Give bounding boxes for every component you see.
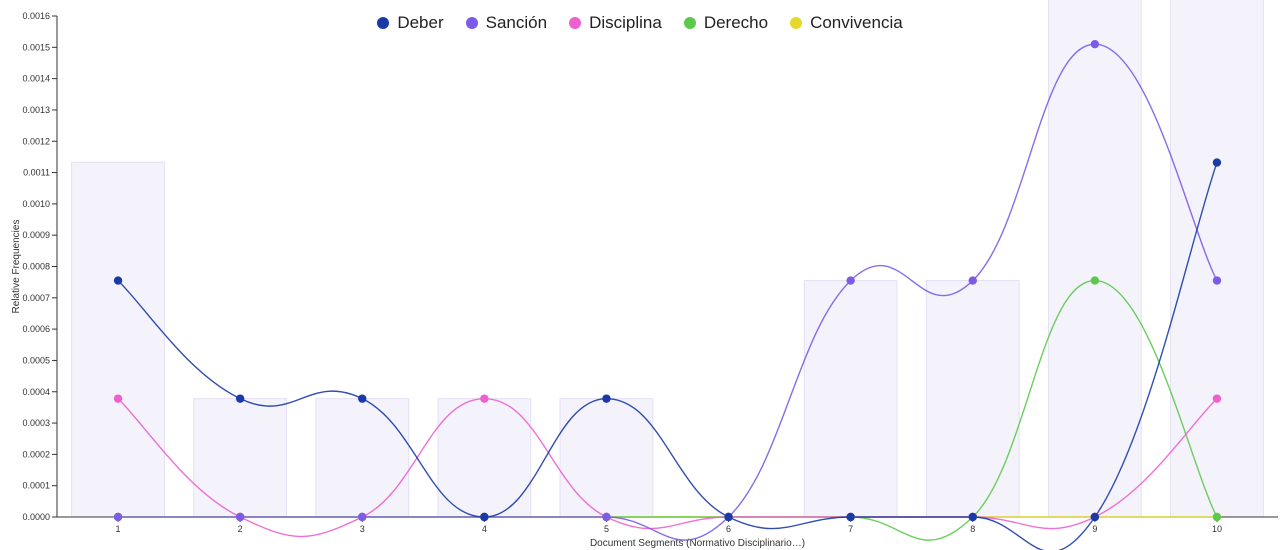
data-point (968, 512, 977, 522)
y-tick-label: 0.0011 (23, 168, 50, 178)
legend-label: Sanción (485, 13, 548, 32)
data-point (846, 512, 855, 522)
data-point (358, 394, 367, 403)
legend-label: Deber (397, 13, 444, 32)
legend-item[interactable]: Derecho (683, 10, 769, 36)
data-point (113, 512, 123, 522)
background-bar (315, 398, 410, 518)
y-tick-label: 0.0012 (22, 136, 50, 146)
y-tick-label: 0.0004 (22, 387, 50, 397)
background-bar (803, 280, 898, 518)
y-tick-label: 0.0016 (22, 11, 50, 21)
x-tick-label: 6 (726, 524, 731, 534)
legend-item[interactable]: Deber (377, 10, 444, 36)
y-tick-label: 0.0009 (22, 230, 50, 240)
data-point (358, 512, 367, 522)
background-bar (925, 280, 1020, 518)
legend-item[interactable]: Convivencia (790, 10, 903, 36)
x-tick-label: 10 (1212, 524, 1222, 534)
y-tick-label: 0.0010 (22, 199, 50, 209)
legend-swatch (790, 17, 803, 29)
data-point (113, 394, 123, 403)
legend-label: Disciplina (589, 13, 662, 32)
data-point (968, 276, 977, 285)
background-bar (193, 398, 288, 518)
data-point (235, 512, 245, 522)
legend-item[interactable]: Sanción (465, 10, 548, 36)
legend-item[interactable]: Disciplina (569, 10, 662, 36)
data-point (602, 394, 611, 403)
data-point (1212, 512, 1222, 522)
x-tick-label: 3 (360, 524, 365, 534)
background-bar (1047, 0, 1142, 518)
background-bar (437, 398, 532, 518)
x-tick-label: 8 (970, 524, 975, 534)
data-point (1212, 276, 1222, 285)
y-tick-label: 0.0008 (22, 262, 50, 272)
data-point (1090, 276, 1100, 285)
x-tick-label: 4 (482, 524, 487, 534)
data-point (1090, 39, 1100, 49)
legend-label: Derecho (703, 13, 769, 32)
y-tick-label: 0.0000 (22, 512, 50, 522)
data-point (602, 512, 611, 522)
background-bar (559, 398, 654, 518)
y-tick-label: 0.0003 (22, 418, 50, 428)
data-point (235, 394, 245, 403)
x-axis-title: Document Segments (Normativo Disciplinar… (590, 538, 805, 549)
legend-swatch (377, 17, 390, 29)
background-bar (71, 161, 165, 518)
legend-swatch (465, 17, 478, 29)
series-line-deber (117, 162, 1218, 550)
x-tick-label: 2 (238, 524, 243, 534)
x-tick-label: 7 (848, 524, 853, 534)
data-point (480, 394, 489, 403)
x-tick-label: 9 (1092, 524, 1097, 534)
series-line-disciplina (117, 397, 1218, 538)
y-tick-label: 0.0002 (22, 449, 50, 459)
data-point (846, 276, 855, 285)
y-tick-label: 0.0001 (22, 481, 50, 491)
data-point (724, 512, 733, 522)
y-tick-label: 0.0013 (22, 105, 50, 115)
x-tick-label: 1 (116, 524, 121, 534)
x-tick-label: 5 (604, 524, 609, 534)
y-tick-label: 0.0014 (22, 74, 50, 84)
data-point (1212, 158, 1222, 167)
y-axis-title: Relative Frequencies (11, 220, 22, 314)
legend-swatch (683, 17, 696, 29)
data-point (1090, 512, 1100, 522)
y-tick-label: 0.0006 (22, 324, 50, 334)
chart-legend: Deber Sanción Disciplina Derecho Convivencia (0, 10, 1280, 36)
y-tick-label: 0.0005 (22, 355, 50, 365)
y-tick-label: 0.0007 (22, 293, 50, 303)
legend-label: Convivencia (810, 13, 903, 32)
data-point (1212, 394, 1222, 403)
data-point (480, 512, 489, 522)
legend-swatch (569, 17, 582, 29)
background-bar (1170, 0, 1264, 518)
series-line-sanción (118, 43, 1218, 541)
y-tick-label: 0.0015 (22, 42, 50, 52)
data-point (113, 276, 123, 285)
